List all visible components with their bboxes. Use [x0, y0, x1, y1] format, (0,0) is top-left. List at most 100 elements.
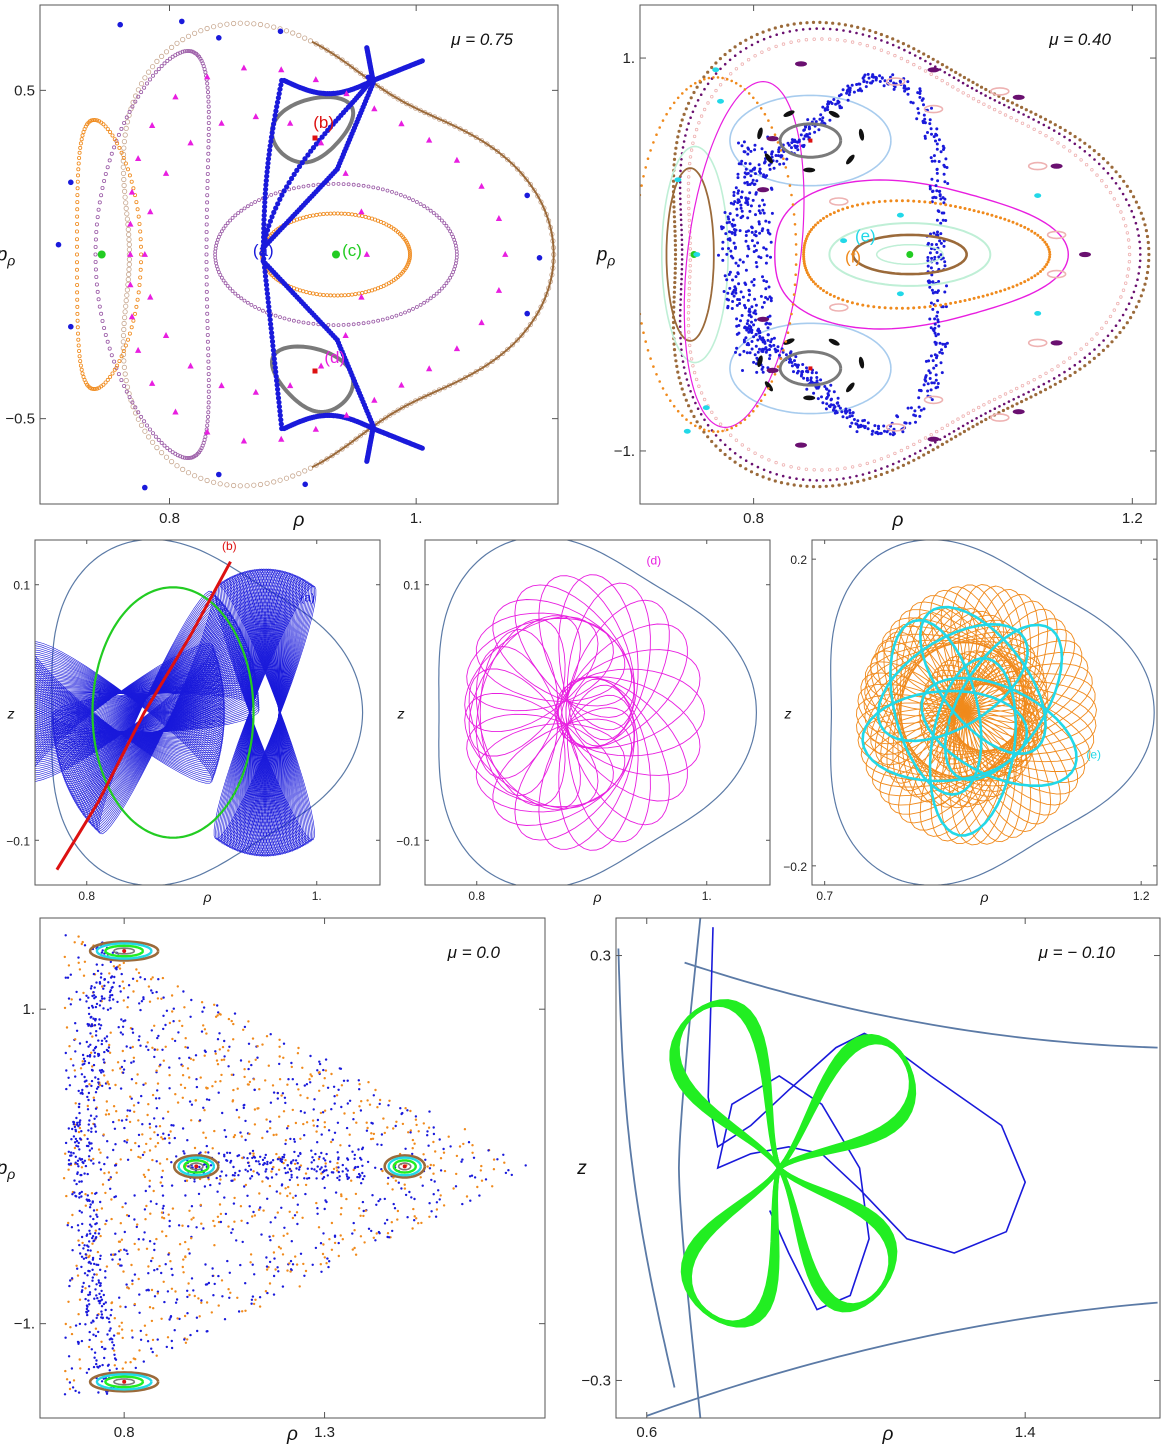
magenta-triangle [149, 380, 156, 386]
point [749, 315, 753, 319]
point [760, 349, 764, 353]
point [138, 1311, 141, 1315]
point [120, 164, 126, 170]
point [765, 280, 769, 284]
point [80, 1290, 84, 1294]
mint-center-loop [828, 222, 992, 287]
point [757, 204, 761, 208]
orbit-a-strand [35, 643, 214, 782]
point [328, 1238, 331, 1241]
point [216, 1014, 219, 1017]
point [148, 1185, 151, 1188]
point [689, 390, 692, 393]
point [788, 351, 792, 355]
point [716, 430, 720, 433]
point [755, 179, 759, 183]
point [202, 67, 207, 72]
point [864, 85, 868, 89]
point [929, 326, 933, 330]
point [81, 940, 84, 944]
point [494, 354, 501, 361]
point [671, 184, 676, 189]
point [762, 173, 766, 177]
point [805, 484, 809, 488]
point [979, 91, 983, 95]
point [929, 443, 932, 447]
point [744, 336, 748, 340]
point [640, 184, 643, 187]
point [723, 62, 727, 66]
point [251, 21, 257, 27]
point [236, 1296, 239, 1300]
orbit-d-strand [514, 707, 635, 841]
point [872, 305, 876, 309]
point [789, 465, 793, 469]
point [206, 138, 211, 143]
point [934, 139, 937, 143]
point [168, 1021, 172, 1025]
point [750, 225, 754, 229]
point [119, 354, 124, 359]
point [966, 94, 970, 98]
point [988, 409, 992, 413]
point [139, 1044, 142, 1047]
point [523, 327, 529, 333]
point [721, 429, 724, 433]
point [698, 426, 702, 430]
point [706, 435, 710, 439]
point [293, 1162, 297, 1166]
point [753, 54, 757, 58]
point [206, 365, 211, 370]
point [337, 1254, 340, 1258]
point [250, 1298, 254, 1302]
point [156, 1141, 160, 1145]
point [872, 46, 877, 50]
point [77, 1391, 81, 1394]
point [755, 472, 759, 477]
point [318, 459, 325, 465]
point [99, 1151, 102, 1154]
point [218, 272, 223, 277]
point [872, 200, 876, 204]
point [322, 1068, 325, 1072]
point [234, 1171, 237, 1175]
point [843, 466, 847, 470]
point [425, 206, 430, 211]
point [725, 297, 729, 301]
point [149, 1212, 152, 1215]
point [133, 405, 138, 410]
point [295, 1263, 299, 1266]
point [883, 429, 886, 433]
point [812, 391, 816, 395]
point [470, 1174, 474, 1177]
point [828, 37, 832, 41]
point [850, 40, 855, 44]
point [935, 218, 939, 222]
point [126, 1158, 130, 1162]
point [99, 1168, 103, 1171]
point [750, 347, 754, 351]
point [454, 252, 459, 257]
point [419, 58, 425, 64]
point [1024, 397, 1028, 401]
point [119, 126, 124, 131]
cyan-island [896, 212, 904, 218]
point [95, 1273, 98, 1276]
point [333, 1234, 337, 1237]
point [943, 290, 947, 294]
point [190, 455, 195, 460]
point [714, 434, 718, 437]
point [80, 133, 85, 138]
point [928, 122, 932, 126]
point [358, 1083, 361, 1086]
point [75, 207, 80, 212]
point [912, 306, 916, 310]
darkpurple-island [1012, 409, 1025, 415]
point [284, 1159, 287, 1162]
point [672, 200, 676, 204]
point [280, 1206, 283, 1210]
point [944, 203, 948, 207]
island [828, 110, 840, 118]
point [205, 165, 210, 170]
